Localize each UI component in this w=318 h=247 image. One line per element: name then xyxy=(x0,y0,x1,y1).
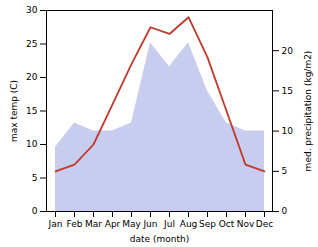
svg-text:Jan: Jan xyxy=(48,219,63,229)
svg-text:10: 10 xyxy=(26,139,38,149)
svg-text:Oct: Oct xyxy=(219,219,235,229)
svg-text:med. precipitation (kg/m2): med. precipitation (kg/m2) xyxy=(303,51,313,172)
svg-text:max temp (C): max temp (C) xyxy=(9,80,19,142)
svg-text:Dec: Dec xyxy=(256,219,273,229)
svg-text:20: 20 xyxy=(26,72,38,82)
svg-text:Mar: Mar xyxy=(85,219,102,229)
svg-text:0: 0 xyxy=(32,206,38,216)
svg-text:5: 5 xyxy=(282,166,288,176)
svg-text:10: 10 xyxy=(282,126,294,136)
svg-text:25: 25 xyxy=(26,39,37,49)
svg-text:5: 5 xyxy=(32,173,38,183)
svg-text:15: 15 xyxy=(282,86,293,96)
svg-text:Jul: Jul xyxy=(163,219,175,229)
svg-text:Apr: Apr xyxy=(105,219,121,229)
svg-text:Feb: Feb xyxy=(67,219,83,229)
svg-text:15: 15 xyxy=(26,106,37,116)
svg-text:Sep: Sep xyxy=(199,219,216,229)
svg-text:Jun: Jun xyxy=(142,219,157,229)
svg-text:Aug: Aug xyxy=(180,219,198,229)
svg-text:20: 20 xyxy=(282,46,294,56)
svg-text:Nov: Nov xyxy=(237,219,255,229)
svg-text:date (month): date (month) xyxy=(130,234,189,244)
svg-text:May: May xyxy=(122,219,141,229)
svg-text:0: 0 xyxy=(282,206,288,216)
svg-text:30: 30 xyxy=(26,5,38,15)
